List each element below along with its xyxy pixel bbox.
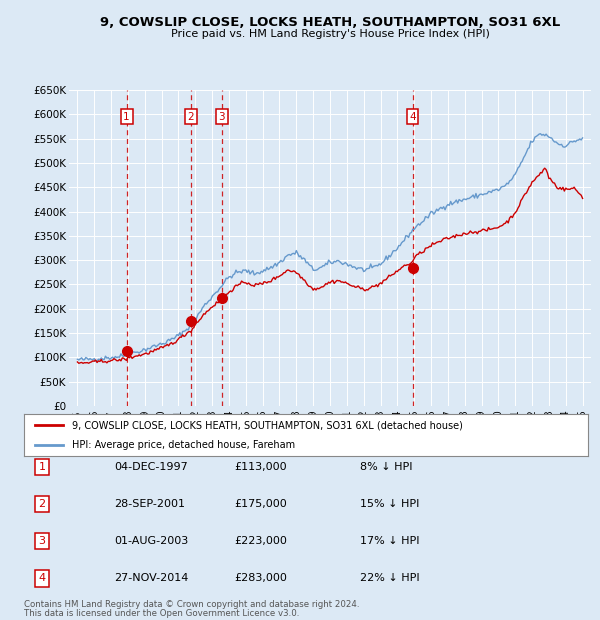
- Text: 2: 2: [188, 112, 194, 122]
- Text: 22% ↓ HPI: 22% ↓ HPI: [360, 574, 419, 583]
- Text: 8% ↓ HPI: 8% ↓ HPI: [360, 462, 413, 472]
- Text: 01-AUG-2003: 01-AUG-2003: [114, 536, 188, 546]
- Text: 4: 4: [409, 112, 416, 122]
- Text: 17% ↓ HPI: 17% ↓ HPI: [360, 536, 419, 546]
- Text: Contains HM Land Registry data © Crown copyright and database right 2024.: Contains HM Land Registry data © Crown c…: [24, 600, 359, 609]
- Text: 27-NOV-2014: 27-NOV-2014: [114, 574, 188, 583]
- Text: 4: 4: [38, 574, 46, 583]
- Text: 9, COWSLIP CLOSE, LOCKS HEATH, SOUTHAMPTON, SO31 6XL (detached house): 9, COWSLIP CLOSE, LOCKS HEATH, SOUTHAMPT…: [72, 420, 463, 430]
- Text: £113,000: £113,000: [234, 462, 287, 472]
- Text: 1: 1: [38, 462, 46, 472]
- Text: HPI: Average price, detached house, Fareham: HPI: Average price, detached house, Fare…: [72, 440, 295, 450]
- Text: 3: 3: [218, 112, 225, 122]
- Text: 28-SEP-2001: 28-SEP-2001: [114, 499, 185, 509]
- Text: £283,000: £283,000: [234, 574, 287, 583]
- Text: 2: 2: [38, 499, 46, 509]
- Text: This data is licensed under the Open Government Licence v3.0.: This data is licensed under the Open Gov…: [24, 608, 299, 618]
- Text: 9, COWSLIP CLOSE, LOCKS HEATH, SOUTHAMPTON, SO31 6XL: 9, COWSLIP CLOSE, LOCKS HEATH, SOUTHAMPT…: [100, 16, 560, 29]
- Text: 1: 1: [123, 112, 130, 122]
- Text: 15% ↓ HPI: 15% ↓ HPI: [360, 499, 419, 509]
- Text: £175,000: £175,000: [234, 499, 287, 509]
- Text: 04-DEC-1997: 04-DEC-1997: [114, 462, 188, 472]
- Text: 3: 3: [38, 536, 46, 546]
- Text: Price paid vs. HM Land Registry's House Price Index (HPI): Price paid vs. HM Land Registry's House …: [170, 29, 490, 39]
- Text: £223,000: £223,000: [234, 536, 287, 546]
